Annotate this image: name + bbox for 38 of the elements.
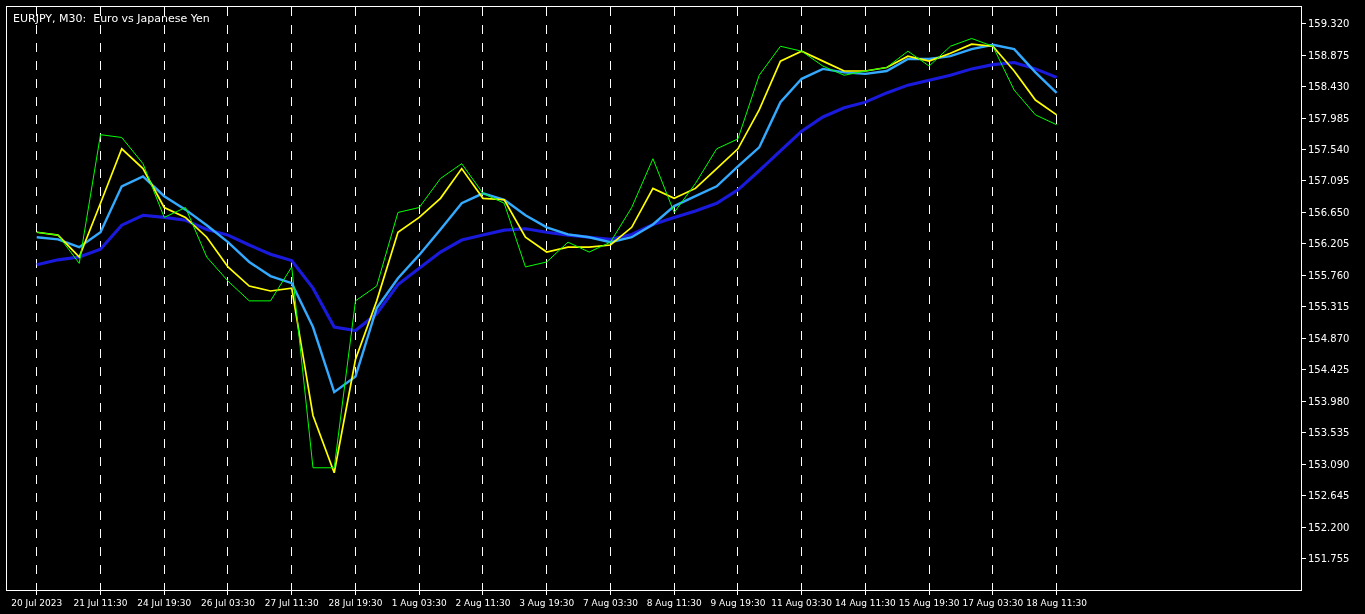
x-tick-label: 20 Jul 2023 <box>11 597 63 608</box>
x-tick-label: 28 Jul 19:30 <box>328 597 383 608</box>
y-tick-label: 158.430 <box>1308 81 1350 93</box>
y-tick-label: 158.875 <box>1308 49 1350 61</box>
x-tick-label: 24 Jul 19:30 <box>137 597 192 608</box>
y-tick-label: 155.315 <box>1308 301 1350 313</box>
x-tick-label: 15 Aug 19:30 <box>898 597 960 608</box>
x-tick-label: 14 Aug 11:30 <box>835 597 897 608</box>
x-tick-label: 11 Aug 03:30 <box>771 597 833 608</box>
y-tick-label: 154.425 <box>1308 364 1350 376</box>
y-tick-label: 159.320 <box>1308 18 1350 30</box>
x-tick-label: 27 Jul 11:30 <box>264 597 319 608</box>
y-tick-label: 155.760 <box>1308 269 1350 281</box>
y-tick-label: 153.535 <box>1308 427 1350 439</box>
x-tick-label: 1 Aug 03:30 <box>391 597 447 608</box>
x-tick-label: 18 Aug 11:30 <box>1026 597 1088 608</box>
y-tick-label: 154.870 <box>1308 332 1350 344</box>
x-tick-label: 3 Aug 19:30 <box>519 597 575 608</box>
x-tick-label: 8 Aug 11:30 <box>646 597 702 608</box>
y-tick-label: 152.645 <box>1308 490 1350 502</box>
y-tick-label: 152.200 <box>1308 521 1350 533</box>
x-tick-label: 2 Aug 11:30 <box>455 597 511 608</box>
y-tick-label: 156.205 <box>1308 238 1350 250</box>
x-tick-label: 21 Jul 11:30 <box>73 597 128 608</box>
line-series <box>35 43 1058 394</box>
y-tick-label: 153.090 <box>1308 458 1350 470</box>
text: EURJPY, M30: Euro vs Japanese Yen <box>13 12 210 25</box>
y-tick-label: 157.540 <box>1308 144 1350 156</box>
y-tick-label: 157.095 <box>1308 175 1350 187</box>
y-tick-label: 151.755 <box>1308 553 1350 565</box>
x-tick-label: 26 Jul 03:30 <box>200 597 256 608</box>
line-series <box>35 60 1059 333</box>
x-tick-label: 9 Aug 19:30 <box>710 597 766 608</box>
x-tick-label: 7 Aug 03:30 <box>582 597 639 608</box>
y-tick-label: 157.985 <box>1308 112 1350 124</box>
x-tick-label: 17 Aug 03:30 <box>962 597 1024 608</box>
y-tick-label: 156.650 <box>1308 206 1350 218</box>
y-tick-label: 153.980 <box>1308 395 1350 407</box>
